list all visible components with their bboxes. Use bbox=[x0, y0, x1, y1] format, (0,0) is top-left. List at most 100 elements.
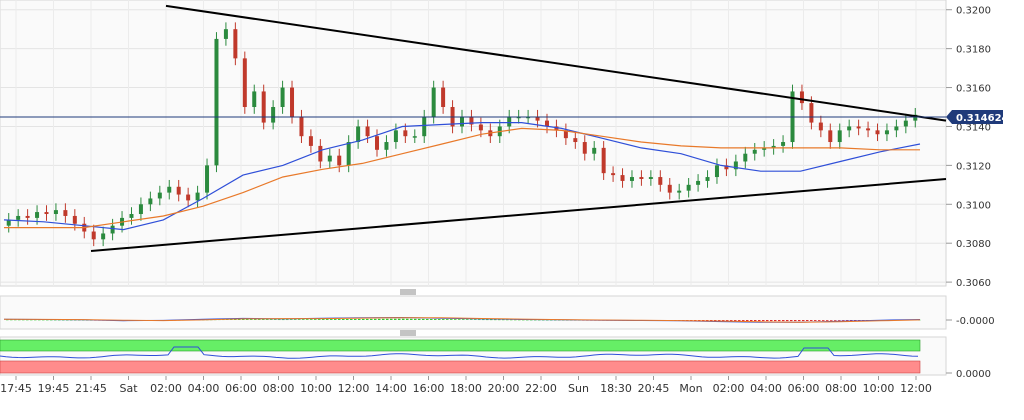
macd-bar bbox=[786, 320, 789, 321]
macd-bar bbox=[426, 319, 429, 320]
time-tick-label: 02:00 bbox=[713, 382, 745, 395]
macd-bar bbox=[382, 319, 385, 320]
macd-bar bbox=[334, 319, 337, 320]
time-tick-label: 18:00 bbox=[450, 382, 482, 395]
macd-bar bbox=[826, 320, 829, 321]
time-tick-label: 21:45 bbox=[75, 382, 107, 395]
candle-body bbox=[139, 204, 143, 214]
upper-band bbox=[0, 340, 920, 351]
time-tick-label: 08:00 bbox=[263, 382, 295, 395]
candle-body bbox=[44, 212, 48, 214]
candle-body bbox=[687, 185, 691, 191]
candle-body bbox=[583, 142, 587, 154]
candle-body bbox=[384, 142, 388, 150]
panel-resize-handle-2[interactable] bbox=[400, 331, 416, 335]
candle-body bbox=[92, 232, 96, 240]
candle-body bbox=[894, 126, 898, 130]
macd-bar bbox=[458, 319, 461, 320]
candle-body bbox=[309, 136, 313, 146]
macd-bar bbox=[494, 320, 497, 321]
macd-bar bbox=[342, 319, 345, 320]
macd-bar bbox=[370, 319, 373, 320]
candle-body bbox=[753, 150, 757, 154]
time-tick-label: 04:00 bbox=[750, 382, 782, 395]
candle-body bbox=[838, 130, 842, 142]
macd-bar bbox=[446, 319, 449, 320]
macd-bar bbox=[298, 319, 301, 320]
macd-bar bbox=[806, 320, 809, 321]
candle-body bbox=[129, 214, 133, 218]
candle-body bbox=[243, 58, 247, 107]
macd-bar bbox=[814, 320, 817, 321]
macd-bar bbox=[782, 320, 785, 321]
macd-bar bbox=[438, 319, 441, 320]
time-tick-label: 20:00 bbox=[488, 382, 520, 395]
macd-bar bbox=[810, 320, 813, 321]
current-price-label: 0.314624 bbox=[946, 110, 1009, 124]
candle-body bbox=[337, 156, 341, 166]
macd-bar bbox=[358, 319, 361, 320]
macd-bar bbox=[338, 319, 341, 320]
candle-body bbox=[347, 142, 351, 165]
candle-body bbox=[876, 130, 880, 134]
macd-bar bbox=[302, 319, 305, 320]
candle-body bbox=[375, 136, 379, 150]
macd-bar bbox=[294, 319, 297, 320]
macd-bar bbox=[486, 319, 489, 320]
candle-body bbox=[781, 142, 785, 146]
candle-body bbox=[262, 91, 266, 122]
candle-body bbox=[196, 193, 200, 201]
macd-bar bbox=[402, 319, 405, 320]
candle-body bbox=[281, 88, 285, 107]
candle-body bbox=[101, 233, 105, 239]
macd-bar bbox=[790, 320, 793, 321]
candle-body bbox=[214, 39, 218, 165]
time-tick-label: 04:00 bbox=[188, 382, 220, 395]
candle-body bbox=[460, 117, 464, 127]
current-price-text: 0.314624 bbox=[956, 113, 1009, 124]
candle-body bbox=[649, 177, 653, 179]
macd-bar bbox=[474, 319, 477, 320]
candle-body bbox=[26, 216, 30, 218]
time-axis: 17:45 19:45 21:45 Sat 02:00 04:00 06:00 08:00 10… bbox=[0, 376, 932, 395]
macd-bar bbox=[262, 319, 265, 320]
candle-body bbox=[158, 193, 162, 199]
macd-bar bbox=[822, 320, 825, 321]
macd-bar bbox=[390, 319, 393, 320]
macd-bar bbox=[270, 319, 273, 320]
candle-body bbox=[167, 187, 171, 193]
time-tick-label: Mon bbox=[679, 382, 702, 395]
macd-bar bbox=[794, 320, 797, 321]
macd-bar bbox=[754, 320, 757, 321]
time-tick-label: 02:00 bbox=[150, 382, 182, 395]
macd-bar bbox=[354, 319, 357, 320]
macd-bar bbox=[398, 319, 401, 320]
macd-bar bbox=[286, 319, 289, 320]
macd-bar bbox=[346, 319, 349, 320]
candle-body bbox=[573, 138, 577, 142]
candle-body bbox=[299, 117, 303, 136]
candle-body bbox=[35, 212, 39, 218]
macd-bar bbox=[454, 319, 457, 320]
macd-bar bbox=[430, 319, 433, 320]
time-tick-label: 10:00 bbox=[863, 382, 895, 395]
candle-body bbox=[148, 198, 152, 204]
time-tick-label: 17:45 bbox=[0, 382, 32, 395]
candle-body bbox=[63, 210, 67, 216]
macd-panel-bg bbox=[0, 296, 946, 329]
macd-bar bbox=[366, 319, 369, 320]
candle-body bbox=[800, 91, 804, 103]
macd-bar bbox=[750, 320, 753, 321]
macd-bar bbox=[450, 319, 453, 320]
macd-bar bbox=[394, 319, 397, 320]
candle-body bbox=[715, 165, 719, 177]
candle-body bbox=[54, 210, 58, 214]
candle-body bbox=[233, 29, 237, 58]
time-tick-label: 22:00 bbox=[525, 382, 557, 395]
time-tick-label: 16:00 bbox=[413, 382, 445, 395]
panel-resize-handle[interactable] bbox=[400, 290, 416, 294]
time-tick-label: 14:00 bbox=[375, 382, 407, 395]
macd-bar bbox=[266, 319, 269, 320]
